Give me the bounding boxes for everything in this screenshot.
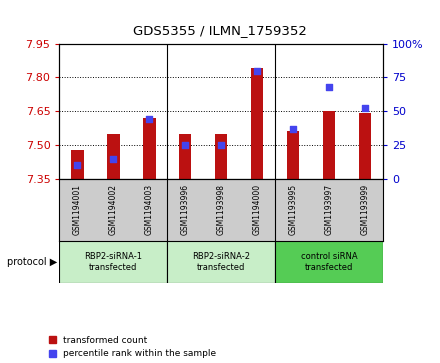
Point: [253, 68, 260, 74]
Point: [110, 156, 117, 162]
Bar: [143, 118, 155, 179]
Point: [326, 84, 333, 90]
Bar: [179, 134, 191, 179]
Point: [361, 106, 368, 111]
Point: [146, 117, 153, 122]
Point: [182, 142, 189, 148]
Text: GSM1193996: GSM1193996: [181, 184, 190, 235]
Point: [74, 162, 81, 168]
Bar: [107, 134, 120, 179]
Bar: [323, 111, 335, 179]
Text: GSM1194000: GSM1194000: [253, 184, 261, 235]
Bar: [275, 241, 383, 283]
Bar: [251, 68, 263, 179]
Point: [290, 126, 297, 132]
Text: GSM1193998: GSM1193998: [216, 184, 226, 235]
Text: GDS5355 / ILMN_1759352: GDS5355 / ILMN_1759352: [133, 24, 307, 37]
Bar: [215, 134, 227, 179]
Bar: [359, 114, 371, 179]
Text: GSM1194003: GSM1194003: [145, 184, 154, 235]
Text: GSM1193999: GSM1193999: [360, 184, 369, 235]
Bar: [71, 150, 84, 179]
Text: control siRNA
transfected: control siRNA transfected: [301, 252, 357, 272]
Text: RBP2-siRNA-2
transfected: RBP2-siRNA-2 transfected: [192, 252, 250, 272]
Bar: [59, 241, 167, 283]
Text: GSM1194002: GSM1194002: [109, 184, 118, 235]
Legend: transformed count, percentile rank within the sample: transformed count, percentile rank withi…: [48, 336, 216, 359]
Text: RBP2-siRNA-1
transfected: RBP2-siRNA-1 transfected: [84, 252, 142, 272]
Bar: [287, 131, 299, 179]
Text: GSM1193995: GSM1193995: [289, 184, 297, 235]
Text: protocol ▶: protocol ▶: [7, 257, 58, 267]
Point: [218, 142, 225, 148]
Bar: [167, 241, 275, 283]
Text: GSM1194001: GSM1194001: [73, 184, 82, 235]
Text: GSM1193997: GSM1193997: [324, 184, 334, 235]
